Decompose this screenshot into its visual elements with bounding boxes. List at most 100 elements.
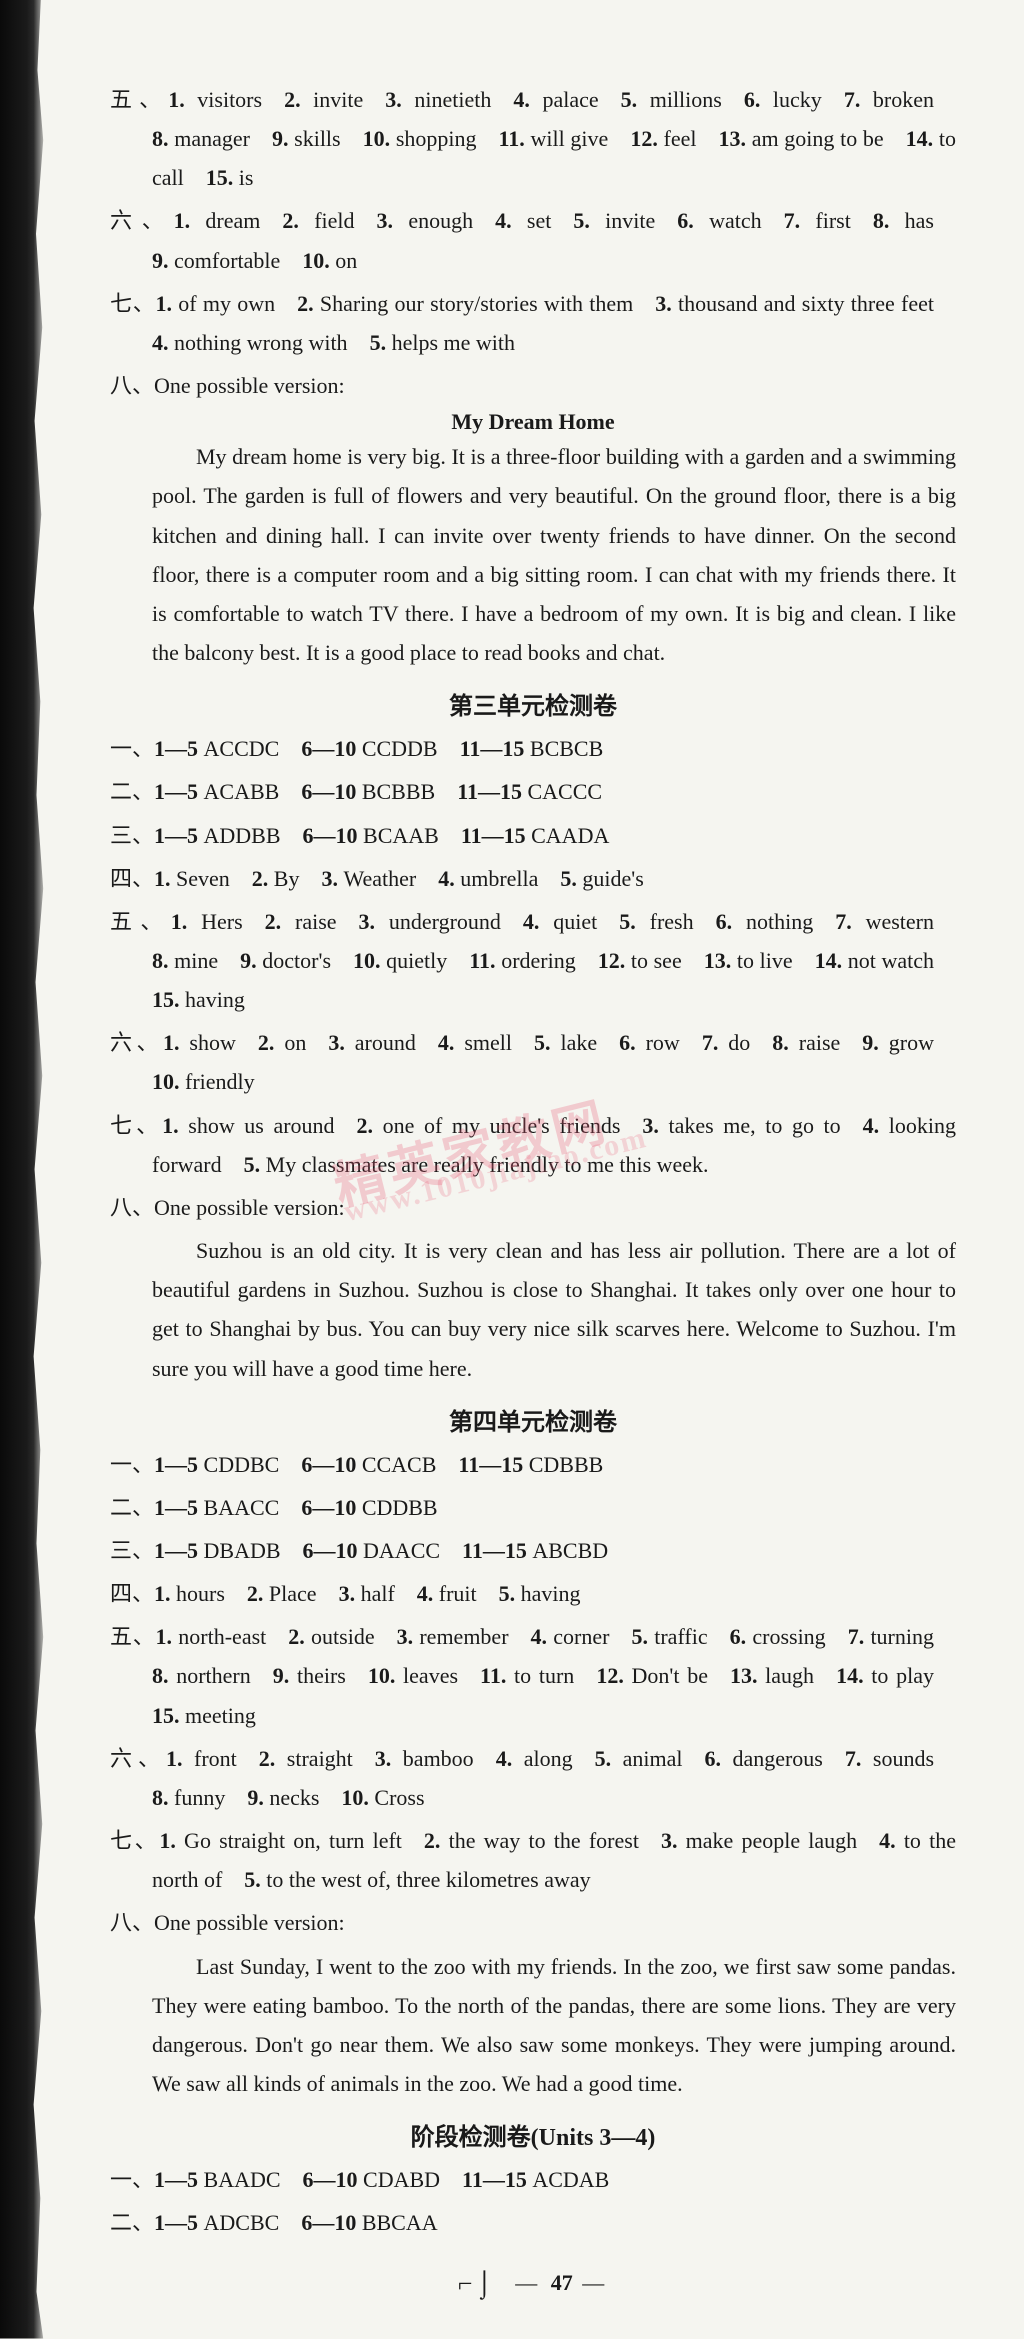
answer-num: 8.: [152, 126, 169, 151]
answer-num: 8.: [152, 948, 169, 973]
answer-item: 2. straight: [259, 1746, 353, 1771]
answer-num: 2.: [284, 87, 301, 112]
answer-num: 10.: [341, 1785, 369, 1810]
section-title: 第三单元检测卷: [110, 686, 956, 721]
answer-num: 10.: [302, 248, 330, 273]
answer-num: 6—10: [303, 823, 358, 848]
answer-num: 15.: [152, 1703, 180, 1728]
answer-item: 5. guide's: [560, 866, 643, 891]
answer-item: 6—10 BBCAA: [301, 2210, 437, 2235]
answer-item: 4. set: [495, 208, 551, 233]
section-title: 第四单元检测卷: [110, 1402, 956, 1437]
answer-item: 5. helps me with: [370, 330, 515, 355]
answer-item: 3. remember: [397, 1624, 509, 1649]
answer-num: 9.: [247, 1785, 264, 1810]
page-number: 47: [551, 2270, 573, 2295]
answer-num: 1.: [162, 1113, 179, 1138]
answer-line: 五、1. north-east 2. outside 3. remember 4…: [110, 1617, 956, 1734]
answer-num: 4.: [513, 87, 530, 112]
answer-item: 12. Don't be: [596, 1663, 708, 1688]
answer-item: 11—15 CACCC: [457, 779, 602, 804]
answer-item: 7. first: [784, 208, 851, 233]
answer-num: 1—5: [154, 779, 198, 804]
answer-line: 六、1. show 2. on 3. around 4. smell 5. la…: [110, 1023, 956, 1101]
answer-item: 13. am going to be: [718, 126, 883, 151]
answer-num: 7.: [835, 909, 852, 934]
answer-line: 一、1—5 CDDBC 6—10 CCACB 11—15 CDBBB: [110, 1445, 956, 1484]
answer-num: 14.: [836, 1663, 864, 1688]
group-label: 七、: [110, 1828, 159, 1853]
answer-item: 5. My classmates are really friendly to …: [244, 1152, 709, 1177]
essay-lead: 八、One possible version:: [110, 1903, 956, 1942]
answer-item: 1. show us around: [162, 1113, 334, 1138]
answer-item: 1—5 BAADC: [154, 2167, 281, 2192]
answer-item: 2. Place: [247, 1581, 317, 1606]
answer-item: 6. row: [619, 1030, 680, 1055]
answer-num: 13.: [718, 126, 746, 151]
answer-item: 5. to the west of, three kilometres away: [244, 1867, 590, 1892]
group-label: 一、: [110, 2167, 154, 2192]
essay-body: My dream home is very big. It is a three…: [110, 437, 956, 672]
answer-item: 6—10 BCBBB: [301, 779, 435, 804]
answer-item: 3. thousand and sixty three feet: [655, 291, 934, 316]
group-label: 七、: [110, 1113, 162, 1138]
answer-num: 1—5: [154, 1452, 198, 1477]
answer-item: 11. to turn: [480, 1663, 574, 1688]
answer-item: 10. Cross: [341, 1785, 424, 1810]
answer-num: 10.: [368, 1663, 396, 1688]
answer-item: 1—5 BAACC: [154, 1495, 279, 1520]
answer-item: 4. fruit: [417, 1581, 477, 1606]
answer-num: 5.: [631, 1624, 648, 1649]
answer-item: 6—10 CCDDB: [301, 736, 437, 761]
answer-num: 2.: [265, 909, 282, 934]
answer-item: 11—15 CDBBB: [458, 1452, 603, 1477]
answer-item: 2. outside: [288, 1624, 374, 1649]
answer-num: 6.: [744, 87, 761, 112]
answer-num: 6.: [716, 909, 733, 934]
answer-item: 4. quiet: [523, 909, 597, 934]
answer-num: 5.: [560, 866, 577, 891]
answer-num: 11—15: [457, 779, 522, 804]
answer-line: 二、1—5 ACABB 6—10 BCBBB 11—15 CACCC: [110, 772, 956, 811]
answer-num: 6—10: [301, 1452, 356, 1477]
answer-item: 1. show: [163, 1030, 236, 1055]
answer-num: 1—5: [154, 823, 198, 848]
answer-item: 4. umbrella: [438, 866, 538, 891]
answer-num: 12.: [598, 948, 626, 973]
answer-item: 6—10 CCACB: [301, 1452, 436, 1477]
answer-item: 6—10 DAACC: [303, 1538, 441, 1563]
answer-item: 3. half: [339, 1581, 395, 1606]
answer-num: 10.: [363, 126, 391, 151]
answer-num: 4.: [438, 1030, 455, 1055]
answer-item: 2. field: [282, 208, 354, 233]
answer-item: 1. dream: [174, 208, 261, 233]
answer-line: 三、1—5 DBADB 6—10 DAACC 11—15 ABCBD: [110, 1531, 956, 1570]
answer-item: 13. to live: [704, 948, 793, 973]
section-title: 阶段检测卷(Units 3—4): [110, 2117, 956, 2152]
group-label: 五、: [110, 87, 168, 112]
answer-num: 5.: [621, 87, 638, 112]
answer-line: 四、1. hours 2. Place 3. half 4. fruit 5. …: [110, 1574, 956, 1613]
answer-num: 8.: [772, 1030, 789, 1055]
answer-num: 6—10: [301, 2210, 356, 2235]
answer-line: 七、1. show us around 2. one of my uncle's…: [110, 1106, 956, 1184]
answer-num: 5.: [244, 1867, 261, 1892]
answer-item: 8. has: [873, 208, 934, 233]
group-label: 五、: [110, 1624, 156, 1649]
answer-item: 6—10 CDDBB: [301, 1495, 437, 1520]
answer-num: 1—5: [154, 2167, 198, 2192]
answer-item: 10. quietly: [353, 948, 447, 973]
answer-num: 7.: [844, 87, 861, 112]
answer-item: 11—15 ACDAB: [462, 2167, 609, 2192]
answer-item: 3. enough: [377, 208, 474, 233]
answer-num: 1—5: [154, 1538, 198, 1563]
answer-item: 9. theirs: [273, 1663, 346, 1688]
answer-num: 3.: [642, 1113, 659, 1138]
answer-num: 2.: [282, 208, 299, 233]
group-label: 六、: [110, 1030, 163, 1055]
answer-num: 5.: [499, 1581, 516, 1606]
answer-item: 11. will give: [499, 126, 609, 151]
answer-num: 3.: [328, 1030, 345, 1055]
answer-item: 3. ninetieth: [385, 87, 491, 112]
answer-num: 11—15: [460, 736, 525, 761]
